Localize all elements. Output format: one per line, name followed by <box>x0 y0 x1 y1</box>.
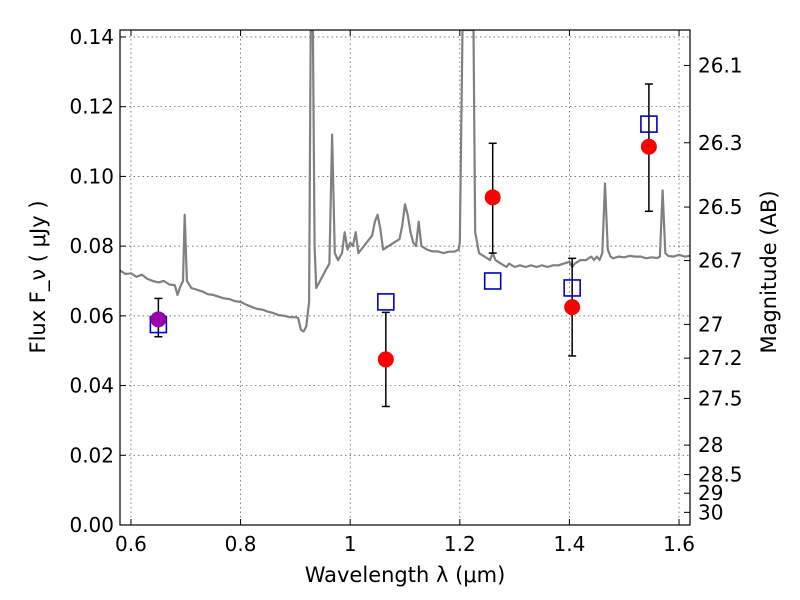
x-tick-label: 0.6 <box>115 532 147 556</box>
x-tick-label: 1 <box>344 532 357 556</box>
right-tick-label: 27.5 <box>698 386 743 410</box>
y-tick-label: 0.00 <box>69 513 114 537</box>
y-axis-label: Flux F_ν ( μJy ) <box>26 200 51 353</box>
right-tick-label: 26.3 <box>698 131 743 155</box>
x-axis-ticks: 0.6 0.8 1 1.2 1.4 1.6 <box>115 30 695 556</box>
right-tick-label: 29 <box>698 481 723 505</box>
model-photometry-square <box>640 115 658 133</box>
x-axis-label: Wavelength λ (μm) <box>305 563 506 587</box>
marker-layer <box>149 83 658 408</box>
observed-photometry-point <box>484 189 501 206</box>
right-tick-label: 30 <box>698 500 723 524</box>
grid <box>120 30 690 526</box>
spectrum-line <box>120 30 690 333</box>
y-tick-label: 0.06 <box>69 304 114 328</box>
right-tick-label: 27 <box>698 312 723 336</box>
x-tick-label: 1.4 <box>554 532 586 556</box>
y-tick-label: 0.04 <box>69 374 114 398</box>
x-tick-label: 0.8 <box>225 532 257 556</box>
model-photometry-square <box>377 293 395 311</box>
right-tick-label: 28.5 <box>698 463 743 487</box>
y-tick-label: 0.10 <box>69 164 114 188</box>
y-axis-ticks: 0.00 0.02 0.04 0.06 0.08 0.10 0.12 0.14 <box>69 25 126 537</box>
observed-photometry-point <box>150 311 167 328</box>
y-tick-label: 0.02 <box>69 443 114 467</box>
plot-frame <box>119 29 691 526</box>
right-tick-label: 26.5 <box>698 195 743 219</box>
y-tick-label: 0.12 <box>69 95 114 119</box>
model-photometry-square <box>483 272 502 290</box>
right-axis-label: Magnitude (AB) <box>757 190 781 353</box>
model-photometry-square <box>563 279 581 297</box>
y-tick-label: 0.08 <box>69 234 114 258</box>
spectrum-layer <box>120 30 690 333</box>
x-tick-label: 1.6 <box>663 532 695 556</box>
observed-photometry-point <box>640 138 657 155</box>
x-tick-label: 1.2 <box>444 532 476 556</box>
right-tick-label: 28 <box>698 433 723 457</box>
observed-photometry-point <box>564 299 581 316</box>
y-tick-label: 0.14 <box>69 25 114 49</box>
observed-photometry-point <box>377 351 394 368</box>
right-tick-label: 27.2 <box>698 346 743 370</box>
right-tick-label: 26.7 <box>698 249 743 273</box>
right-tick-label: 26.1 <box>698 53 743 77</box>
